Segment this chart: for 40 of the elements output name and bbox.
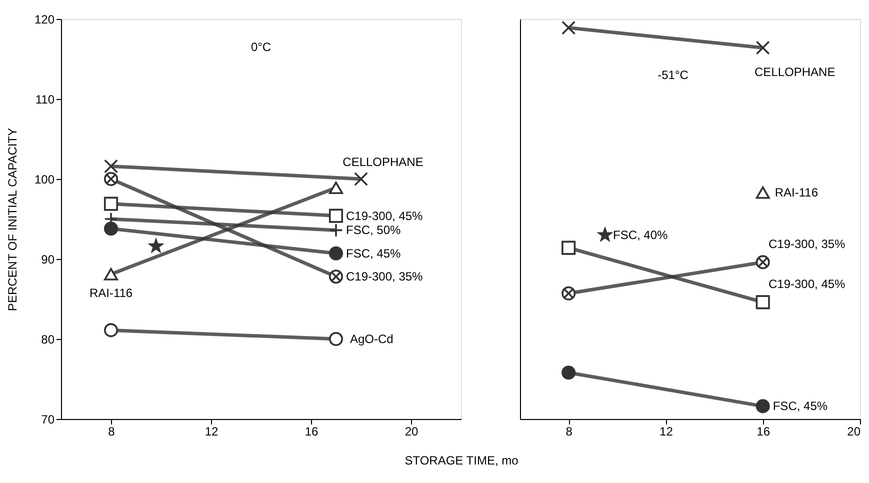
point [149,239,163,252]
y-tick-label: 80 [41,332,55,346]
series-label: C19-300, 45% [768,277,846,292]
y-tick-label: 110 [35,92,55,106]
x-tick-label: 20 [404,424,418,438]
series-label: C19-300, 35% [346,270,424,284]
point [328,208,344,223]
annotation: -51°C [658,68,689,82]
series-label: RAI-116 [89,286,133,300]
y-axis-title: PERCENT OF INITIAL CAPACITY [6,128,20,312]
series-label: AgO-Cd [350,332,394,346]
x-tick-label: 8 [108,424,116,438]
series-label: CELLOPHANE [342,155,424,169]
y-tick-label: 100 [34,172,55,186]
point [104,222,118,236]
x-tick-label: 20 [847,424,861,438]
x-tick-label: 8 [566,424,573,438]
point [328,246,344,260]
series-label: FSC, 50% [346,223,402,238]
series-label: C19-300, 35% [768,237,846,252]
series-label: C19-300, 45% [346,208,424,223]
x-axis-title: STORAGE TIME, mo [404,454,519,468]
y-tick-label: 120 [34,12,55,26]
annotation: 0°C [250,40,272,54]
x-tick-label: 12 [204,424,218,438]
series-label: FSC, 40% [613,228,668,242]
series-label: FSC, 45% [346,246,402,260]
point [328,332,344,346]
series-label: CELLOPHANE [754,64,836,79]
y-tick-label: 90 [41,252,55,266]
x-tick-label: 16 [304,424,318,438]
point [328,223,344,238]
series-label: FSC, 45% [772,399,828,414]
series-label: RAI-116 [774,186,818,200]
point [104,196,118,211]
point [354,172,368,186]
x-tick-label: 16 [756,424,770,438]
x-tick-label: 12 [660,424,674,438]
y-tick-label: 70 [41,412,55,426]
point [104,323,118,338]
